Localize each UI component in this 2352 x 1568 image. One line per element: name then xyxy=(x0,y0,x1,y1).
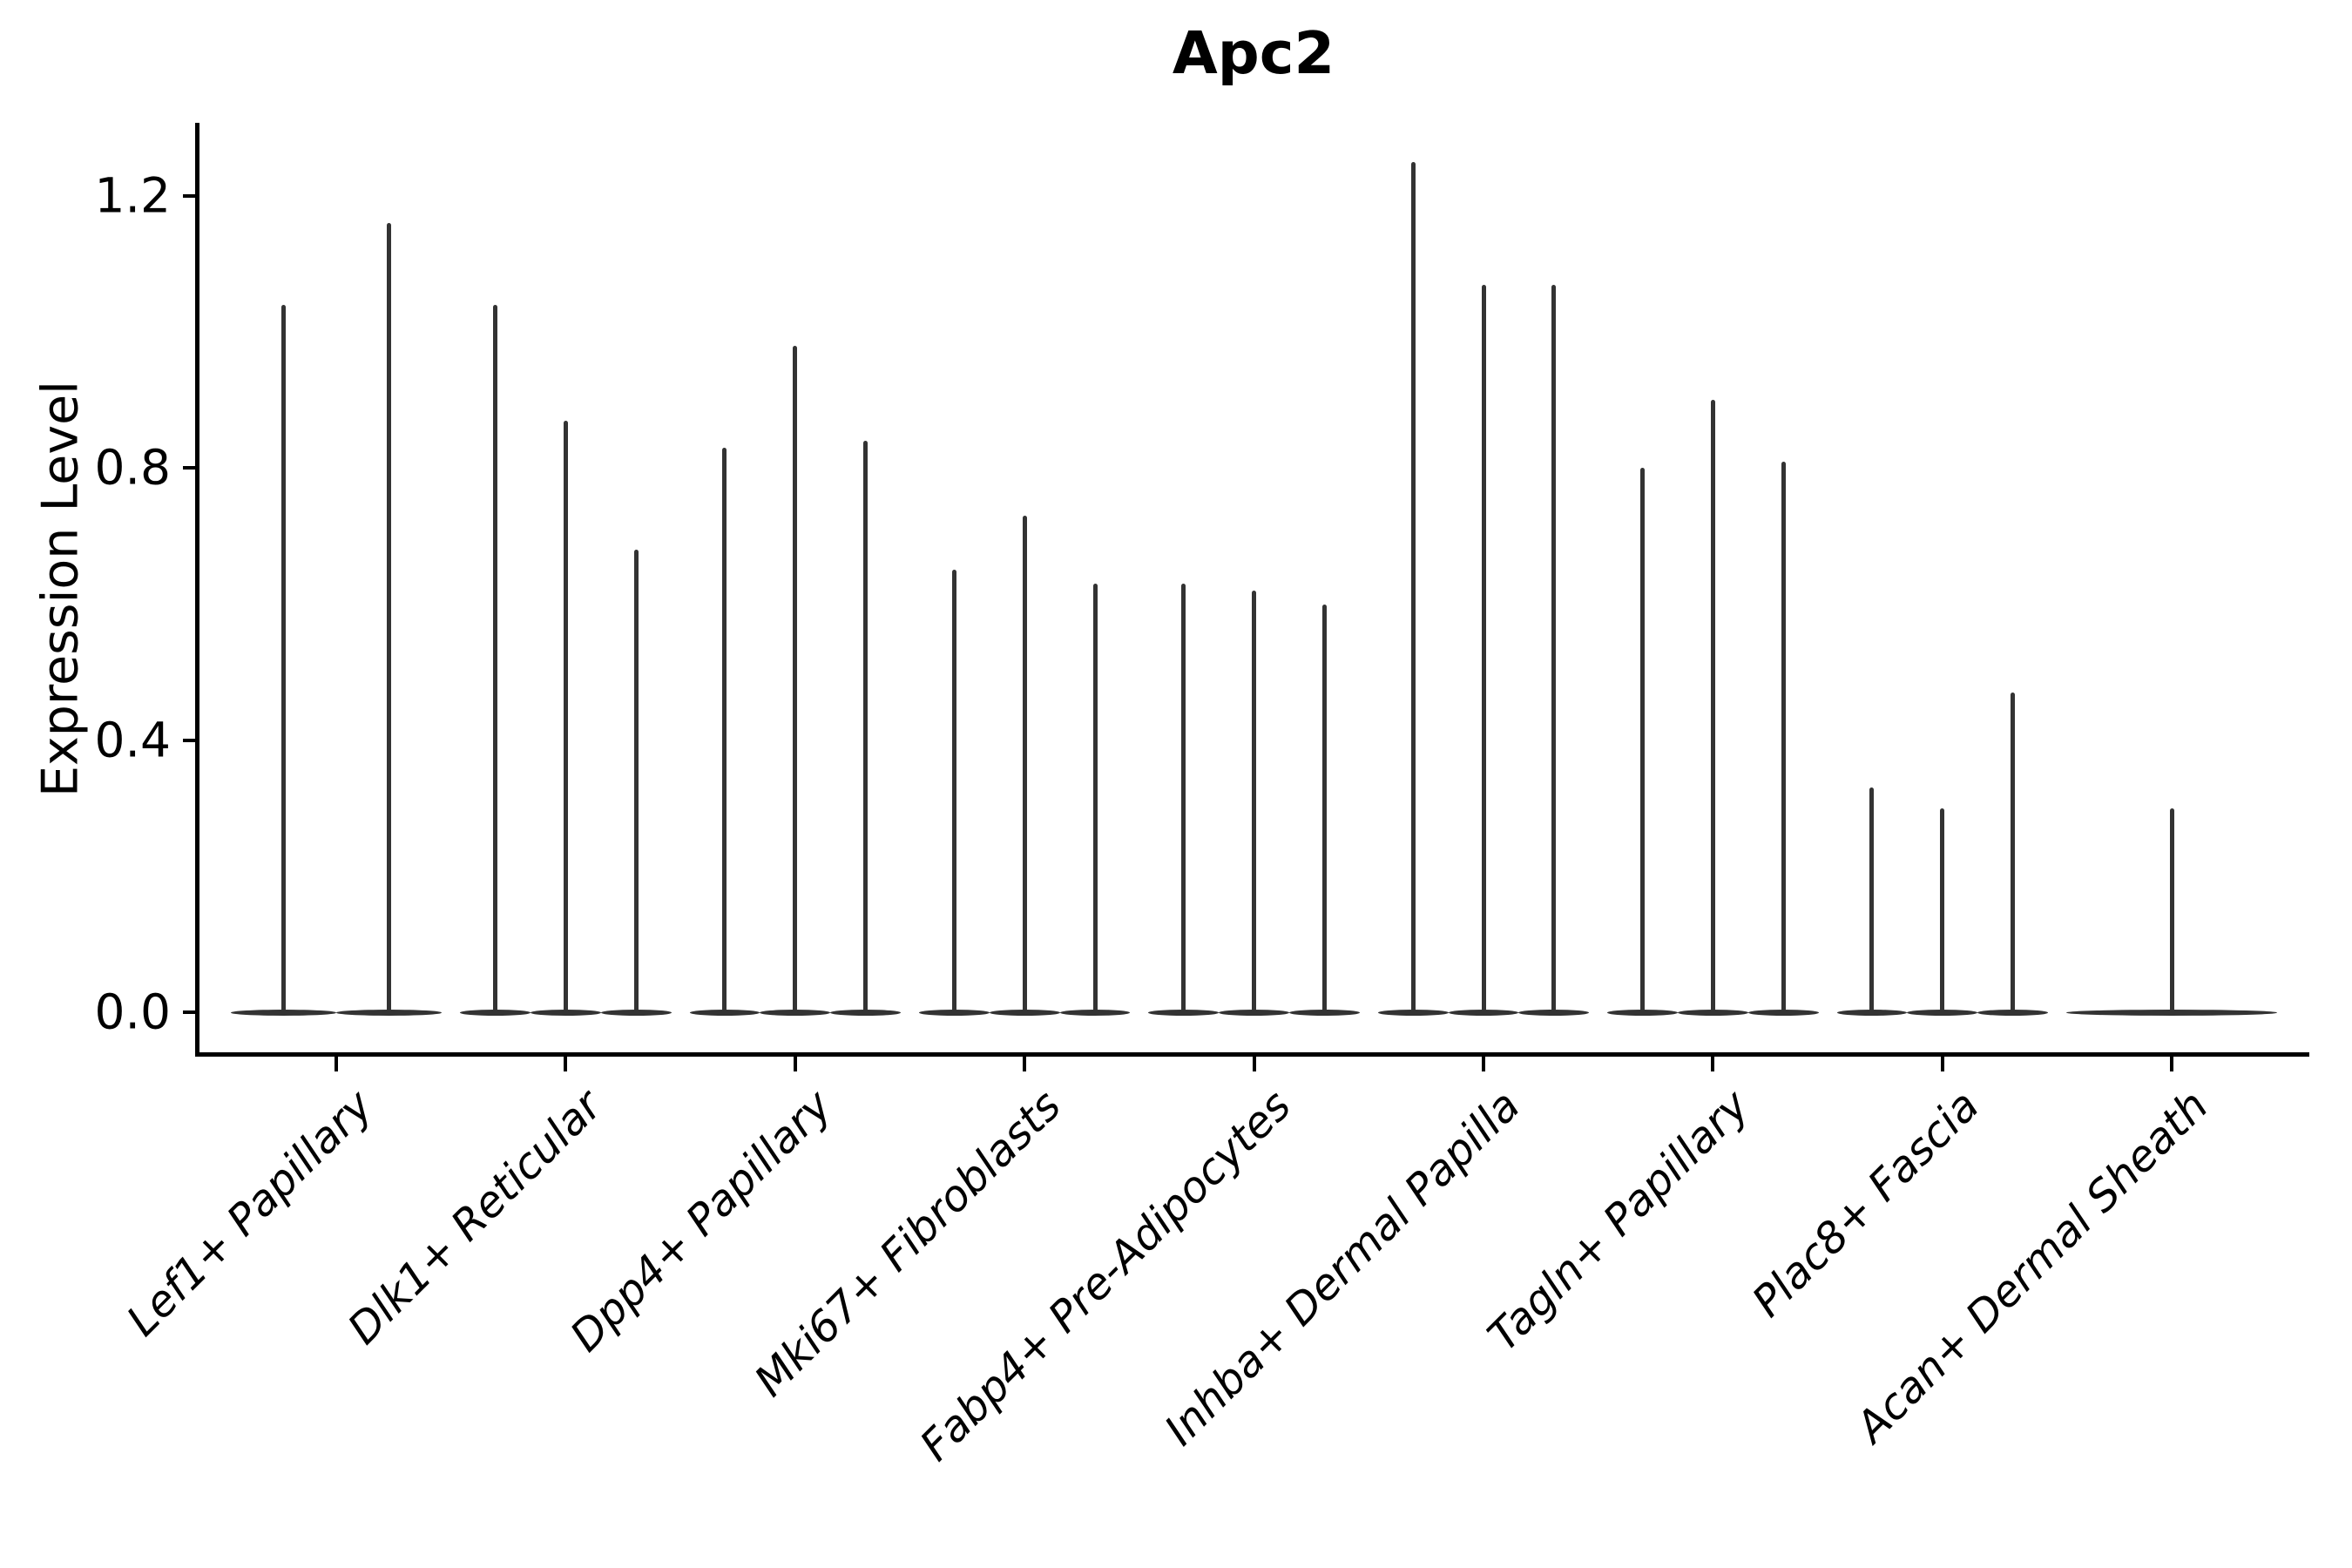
y-tick-mark xyxy=(183,194,198,199)
violin-spike xyxy=(563,420,568,1015)
violin-spike xyxy=(493,304,498,1015)
violin-spike xyxy=(863,441,868,1015)
x-axis-spine xyxy=(195,1052,2309,1057)
violin-spike xyxy=(1869,787,1875,1015)
violin-spike xyxy=(722,447,727,1015)
violin-spike xyxy=(1092,584,1098,1015)
y-tick-label: 0.8 xyxy=(94,439,171,496)
plot-title: Apc2 xyxy=(1172,19,1335,87)
x-tick-label: Dlk1+ Reticular xyxy=(338,1080,612,1355)
y-tick-label: 0.4 xyxy=(94,712,171,768)
violin-spike xyxy=(2169,808,2174,1015)
violin-spike xyxy=(1022,516,1027,1015)
x-tick-label: Fabp4+ Pre-Adipocytes xyxy=(909,1080,1301,1471)
violin-spike xyxy=(793,345,798,1015)
violin-spike xyxy=(280,304,286,1015)
x-tick-mark xyxy=(793,1057,797,1071)
y-tick-label: 0.0 xyxy=(94,983,171,1040)
violin-spike xyxy=(1410,162,1416,1015)
violin-spike xyxy=(951,570,956,1015)
x-tick-mark xyxy=(1711,1057,1715,1071)
x-tick-mark xyxy=(335,1057,338,1071)
violin-spike xyxy=(1640,468,1646,1015)
violin-spike xyxy=(2011,693,2016,1015)
violin-spike xyxy=(1940,808,1945,1015)
x-tick-mark xyxy=(1252,1057,1256,1071)
violin-spike xyxy=(1551,284,1557,1015)
x-tick-mark xyxy=(1940,1057,1944,1071)
y-tick-mark xyxy=(183,466,198,470)
violin-spike xyxy=(633,550,639,1015)
violin-spike xyxy=(1181,584,1186,1015)
x-tick-label: Lef1+ Papillary xyxy=(117,1080,382,1346)
x-tick-mark xyxy=(564,1057,568,1071)
violin-spike xyxy=(1321,604,1327,1015)
x-tick-mark xyxy=(1482,1057,1485,1071)
violin-spike xyxy=(1252,590,1257,1015)
y-tick-mark xyxy=(183,738,198,742)
x-tick-mark xyxy=(2170,1057,2174,1071)
y-axis-spine xyxy=(195,123,199,1057)
y-tick-mark xyxy=(183,1010,198,1014)
x-tick-mark xyxy=(1023,1057,1027,1071)
violin-spike xyxy=(387,223,392,1015)
violin-spike xyxy=(1710,400,1715,1015)
x-tick-label: Plac8+ Fascia xyxy=(1742,1080,1989,1327)
violin-spike xyxy=(1781,461,1786,1015)
x-tick-label: Tagln+ Papillary xyxy=(1478,1080,1760,1362)
y-axis-label: Expression Level xyxy=(31,381,90,797)
y-tick-label: 1.2 xyxy=(94,167,171,224)
violin-spike xyxy=(1481,284,1486,1015)
